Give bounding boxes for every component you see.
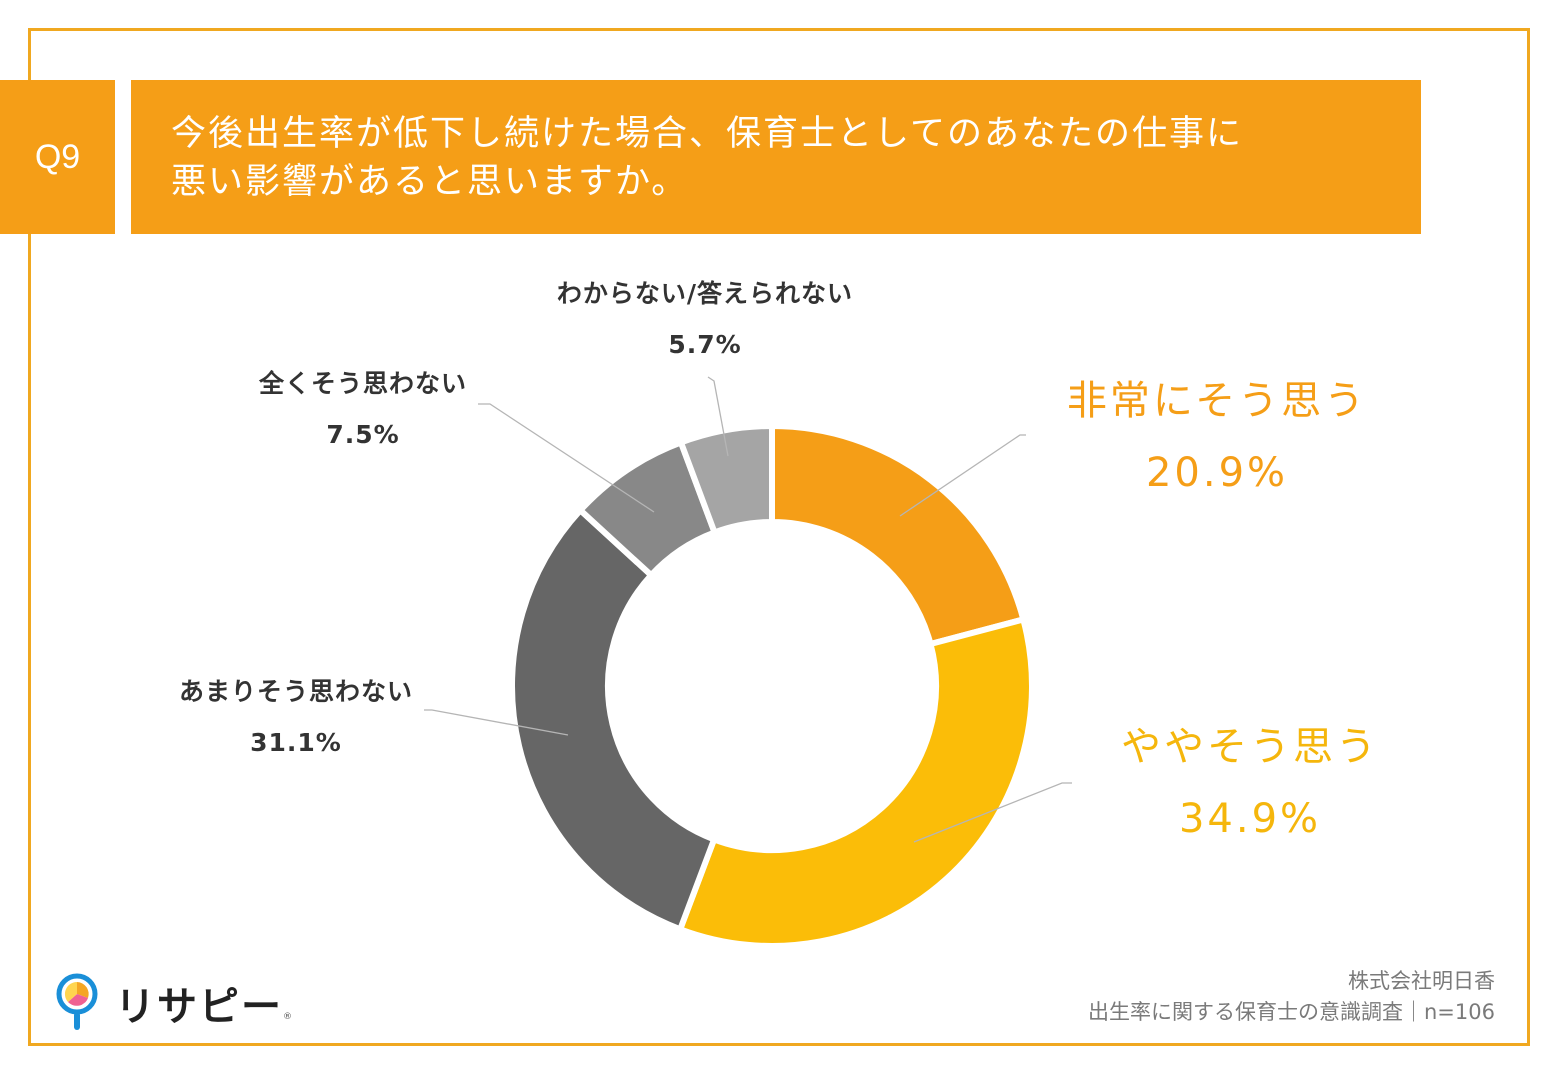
label-very-much-name: 非常にそう思う [1066,378,1368,424]
magnifier-pie-icon [56,973,98,1030]
chart-frame [28,28,1530,1046]
logo: リサピー ® [55,972,292,1034]
label-very-much-value: 20.9% [1145,450,1289,496]
slice-somewhat [676,615,1035,949]
label-not-much-value: 31.1% [250,728,342,757]
footer-company: 株式会社明日香 [1348,969,1495,993]
label-somewhat-name: ややそう思う [1121,724,1379,770]
label-not-much: あまりそう思わない 31.1% [160,672,432,757]
leader-not-at-all [478,403,655,513]
footer-source: 株式会社明日香 出生率に関する保育士の意識調査｜n=106 [1088,966,1495,1028]
logo-text: リサピー [115,984,283,1030]
label-dont-know-value: 5.7% [668,330,742,359]
question-title-line-1: 今後出生率が低下し続けた場合、保育士としてのあなたの仕事に [171,114,1243,154]
question-title-line-2: 悪い影響があると思いますか。 [171,162,689,202]
slice-dont-know [677,422,775,537]
leader-dont-know [707,376,729,457]
label-not-much-name: あまりそう思わない [178,677,413,706]
label-not-at-all-name: 全くそう思わない [258,369,467,398]
label-somewhat: ややそう思う 34.9% [1100,714,1400,842]
label-dont-know-name: わからない/答えられない [556,279,854,308]
slice-not-much [509,506,718,934]
label-dont-know: わからない/答えられない 5.7% [530,274,880,359]
label-not-at-all-value: 7.5% [326,420,400,449]
registered-mark: ® [283,1012,292,1022]
leader-somewhat [913,782,1072,843]
leader-very-much [899,434,1026,517]
label-somewhat-value: 34.9% [1178,796,1322,842]
label-not-at-all: 全くそう思わない 7.5% [240,364,486,449]
label-very-much: 非常にそう思う 20.9% [1052,368,1382,496]
slice-very-much [769,422,1028,648]
question-number: Q9 [0,80,115,234]
question-title: 今後出生率が低下し続けた場合、保育士としてのあなたの仕事に 悪い影響があると思い… [131,80,1421,234]
leader-not-much [424,709,569,736]
footer-survey: 出生率に関する保育士の意識調査｜n=106 [1088,1000,1495,1024]
